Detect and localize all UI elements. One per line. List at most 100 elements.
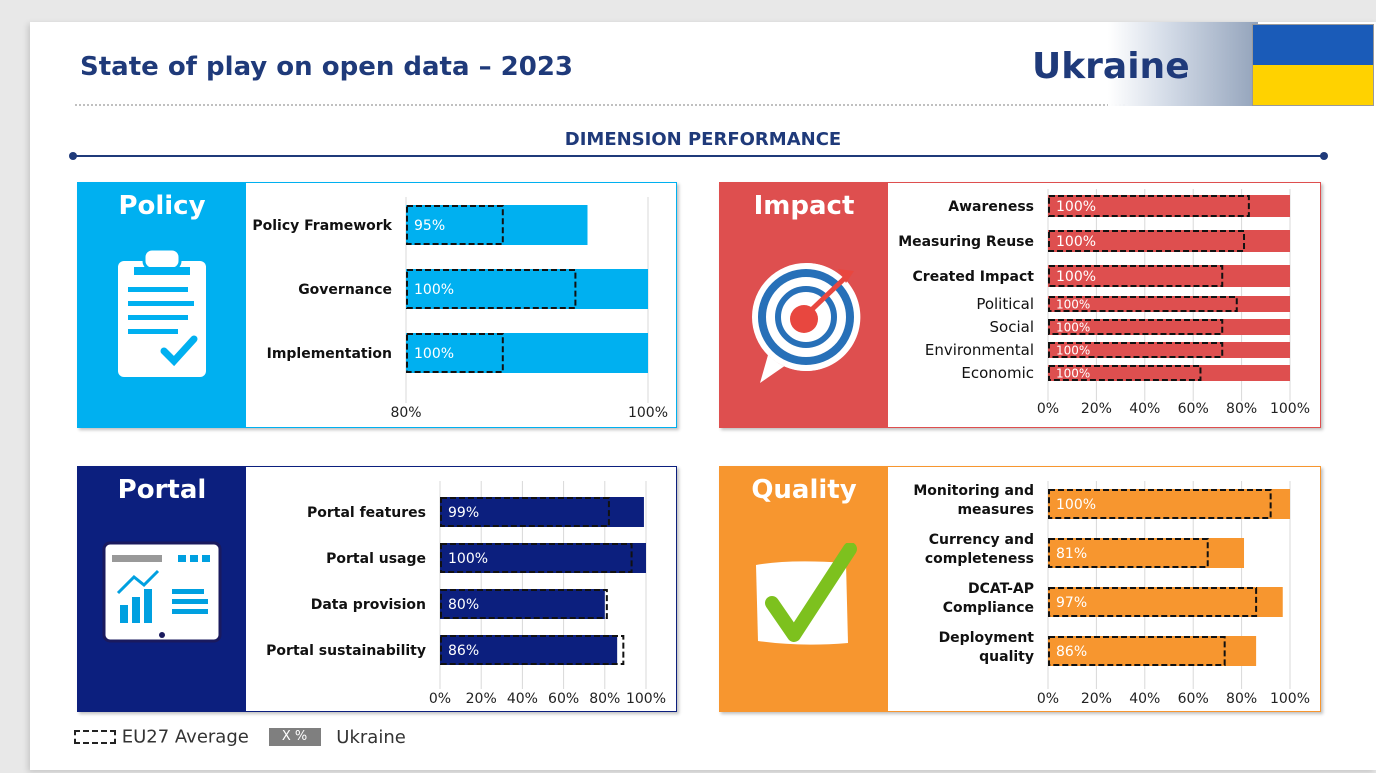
tick-label: 100% bbox=[626, 691, 666, 707]
section-title: DIMENSION PERFORMANCE bbox=[564, 129, 842, 150]
data-label: 100% bbox=[414, 346, 454, 362]
impact-chart: 0% 20% 40% 60% 80% 100% 100% Awareness 100% Measu… bbox=[898, 189, 1310, 417]
bar-eu-average bbox=[1048, 296, 1238, 312]
bar-ukraine bbox=[1048, 538, 1245, 568]
bar-ukraine bbox=[440, 635, 618, 665]
quality-panel: Quality 0% 20% 40% 60% 80% 100% 100% Monitoring… bbox=[719, 466, 1321, 712]
data-label: 100% bbox=[1056, 269, 1096, 285]
tick-label: 80% bbox=[1226, 691, 1257, 707]
data-label: 100% bbox=[1056, 199, 1096, 215]
portal-chart: 0% 20% 40% 60% 80% 100% 99% Portal features 100%… bbox=[266, 481, 666, 707]
data-label: 95% bbox=[414, 218, 445, 234]
category-label: Environmental bbox=[925, 341, 1034, 359]
bar-eu-average bbox=[1048, 342, 1224, 358]
bar-eu-average bbox=[1048, 587, 1258, 617]
bar-eu-average bbox=[440, 497, 610, 527]
bar-eu-average bbox=[1048, 195, 1250, 217]
category-label: Compliance bbox=[943, 600, 1034, 616]
legend-eu-label: EU27 Average bbox=[121, 726, 249, 748]
clipboard-check-icon bbox=[118, 247, 206, 377]
portal-panel: Portal 0% 20% 40% 60% 80% 100% 99% Portal featu… bbox=[77, 466, 677, 712]
target-arrow-icon bbox=[752, 262, 861, 383]
bar-ukraine bbox=[440, 497, 644, 527]
bar-ukraine bbox=[1048, 296, 1290, 312]
bar-ukraine bbox=[1048, 195, 1290, 217]
checkmark-icon bbox=[756, 543, 857, 645]
divider-dot-right bbox=[1320, 152, 1328, 160]
data-label: 100% bbox=[1056, 366, 1090, 380]
quality-title: Quality bbox=[751, 475, 857, 505]
policy-side: Policy bbox=[78, 183, 246, 427]
bar-eu-average bbox=[1048, 265, 1224, 287]
data-label: 86% bbox=[448, 643, 479, 659]
slide: State of play on open data – 2023 Ukrain… bbox=[30, 22, 1376, 770]
category-label: Currency and bbox=[929, 532, 1034, 548]
bar-ukraine bbox=[1048, 319, 1290, 335]
bar-ukraine bbox=[440, 589, 605, 619]
portal-side: Portal bbox=[78, 467, 246, 711]
category-label: Economic bbox=[961, 364, 1034, 382]
data-label: 100% bbox=[1056, 497, 1096, 513]
tick-label: 0% bbox=[1037, 691, 1059, 707]
tick-label: 0% bbox=[429, 691, 451, 707]
tick-label: 60% bbox=[548, 691, 579, 707]
quality-side: Quality bbox=[720, 467, 888, 711]
data-label: 100% bbox=[414, 282, 454, 298]
bar-eu-average bbox=[406, 269, 577, 309]
category-label: Portal sustainability bbox=[266, 643, 426, 659]
bar-eu-average bbox=[440, 635, 625, 665]
bar-ukraine bbox=[440, 543, 646, 573]
tick-label: 100% bbox=[1270, 401, 1310, 417]
category-label: Governance bbox=[298, 282, 392, 298]
bar-ukraine bbox=[1048, 636, 1257, 666]
category-label: Created Impact bbox=[913, 269, 1035, 285]
divider-dot-left bbox=[69, 152, 77, 160]
data-label: 97% bbox=[1056, 595, 1087, 611]
bar-ukraine bbox=[1048, 365, 1290, 381]
page-title: State of play on open data – 2023 bbox=[80, 52, 573, 82]
tick-label: 100% bbox=[1270, 691, 1310, 707]
bar-eu-average bbox=[406, 205, 504, 245]
bar-eu-average bbox=[440, 589, 608, 619]
data-label: 100% bbox=[1056, 320, 1090, 334]
tick-label: 20% bbox=[1081, 401, 1112, 417]
bar-ukraine bbox=[406, 333, 648, 373]
tick-label: 20% bbox=[466, 691, 497, 707]
bar-ukraine bbox=[406, 205, 588, 245]
tick-label: 80% bbox=[1226, 401, 1257, 417]
bar-ukraine bbox=[406, 269, 648, 309]
portal-title: Portal bbox=[117, 475, 207, 505]
data-label: 100% bbox=[1056, 343, 1090, 357]
category-label: Portal usage bbox=[326, 551, 426, 567]
tick-label: 80% bbox=[390, 405, 421, 421]
category-label: completeness bbox=[925, 551, 1034, 567]
tick-label: 40% bbox=[507, 691, 538, 707]
quality-chart: 0% 20% 40% 60% 80% 100% 100% Monitoring and meas… bbox=[913, 481, 1310, 707]
ukraine-flag-icon bbox=[1252, 24, 1374, 106]
data-label: 86% bbox=[1056, 644, 1087, 660]
monitor-chart-icon bbox=[102, 541, 222, 643]
category-label: quality bbox=[979, 649, 1034, 665]
header-network-graphic bbox=[1108, 22, 1258, 106]
bar-eu-average bbox=[1048, 489, 1272, 519]
policy-chart: 80% 100% 95% Policy Framework 100% Governance… bbox=[252, 197, 668, 421]
bar-eu-average bbox=[1048, 538, 1209, 568]
bar-ukraine bbox=[1048, 342, 1290, 358]
data-label: 100% bbox=[1056, 234, 1096, 250]
category-label: Deployment bbox=[939, 630, 1035, 646]
legend-country-label: Ukraine bbox=[336, 726, 406, 748]
tick-label: 40% bbox=[1129, 691, 1160, 707]
category-label: Measuring Reuse bbox=[898, 234, 1034, 250]
legend-country-swatch: X % bbox=[268, 728, 321, 746]
policy-title: Policy bbox=[118, 191, 206, 221]
bar-ukraine bbox=[1048, 230, 1290, 252]
category-label: Implementation bbox=[267, 346, 392, 362]
category-label: Political bbox=[976, 295, 1034, 313]
country-name: Ukraine bbox=[1032, 46, 1190, 87]
data-label: 100% bbox=[1056, 297, 1090, 311]
category-label: Social bbox=[990, 318, 1034, 336]
data-label: 99% bbox=[448, 505, 479, 521]
bar-ukraine bbox=[1048, 587, 1283, 617]
category-label: measures bbox=[957, 502, 1034, 518]
policy-panel: Policy 80% 100% 95% Policy Framework 100% Gov… bbox=[77, 182, 677, 428]
